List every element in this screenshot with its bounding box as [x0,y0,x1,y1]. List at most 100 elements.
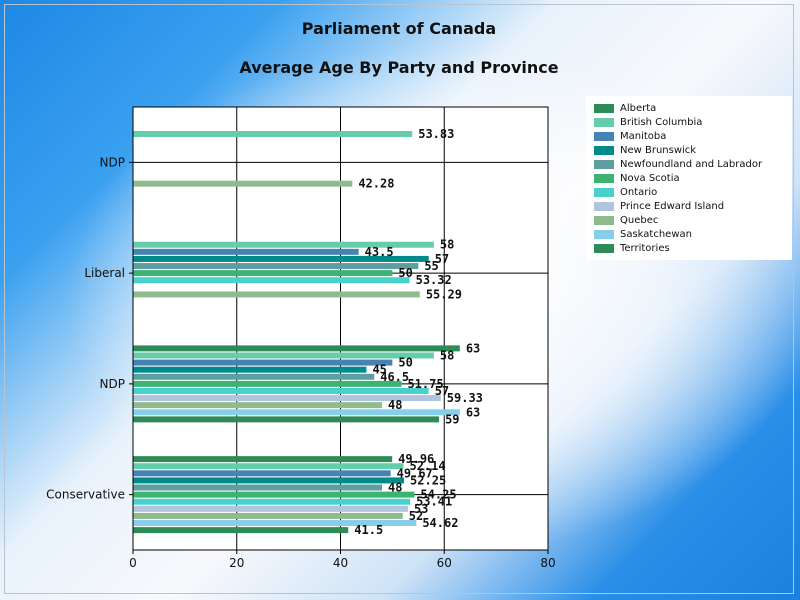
bar-value-label: 45 [372,363,386,377]
bar [133,470,391,477]
bar-value-label: 48 [388,398,402,412]
chart-subtitle: Average Age By Party and Province [239,58,559,77]
legend-label: Prince Edward Island [620,200,725,212]
bar [133,491,415,498]
axes: 0 20 40 60 80 Conservative NDP Liberal NDP [46,106,556,570]
legend-item: Quebec [594,213,792,227]
legend-item: Manitoba [594,129,792,143]
legend-swatch [594,229,614,239]
bar-value-label: 53.83 [418,127,454,141]
legend-item: Ontario [594,185,792,199]
bar-value-label: 52 [409,509,423,523]
bar-value-label: 51.75 [407,377,443,391]
plot-border [132,106,549,551]
bar [133,456,393,463]
legend-item: Territories [594,241,792,255]
x-tick-label: 20 [229,556,244,570]
legend-swatch [594,173,614,183]
bar-value-label: 48 [388,481,402,495]
x-tick-label: 0 [129,556,137,570]
bar [133,277,410,284]
bar [133,345,460,352]
bar [133,402,382,409]
bar [133,270,393,277]
bar [133,416,440,423]
x-tick-label: 60 [437,556,452,570]
bar [133,498,411,505]
bar [133,520,417,527]
legend-item: Alberta [594,101,792,115]
legend-label: Newfoundland and Labrador [620,158,763,170]
legend-swatch [594,131,614,141]
legend-label: New Brunswick [620,144,697,156]
bar-value-label: 55.29 [426,287,462,301]
bar [133,248,359,255]
legend-label: Saskatchewan [620,228,692,240]
bar-value-label: 43.5 [365,245,394,259]
bar-value-label: 58 [440,238,454,252]
bar-value-label: 59 [445,412,459,426]
legend: Alberta British Columbia Manitoba New Bruns… [586,96,792,260]
legend-label: Quebec [620,214,659,226]
bar [133,359,393,366]
bar-value-label: 41.5 [354,523,383,537]
bar [133,512,403,519]
bar-value-label: 52.14 [409,459,445,473]
legend-item: Nova Scotia [594,171,792,185]
legend-item: Newfoundland and Labrador [594,157,792,171]
legend-item: New Brunswick [594,143,792,157]
y-tick-label: Conservative [46,488,125,502]
legend-label: Territories [620,242,670,254]
bar-value-label: 63 [466,405,480,419]
y-tick-label: NDP [100,155,125,169]
legend-swatch [594,103,614,113]
bar [133,130,413,137]
bar-value-label: 54.62 [422,516,458,530]
bar [133,352,434,359]
legend-label: Ontario [620,186,658,198]
legend-label: Manitoba [620,130,667,142]
bar [133,380,402,387]
bar-value-label: 50 [398,356,412,370]
legend-item: Prince Edward Island [594,199,792,213]
legend-swatch [594,215,614,225]
bar [133,291,420,298]
bar [133,527,349,534]
bar-value-label: 53.32 [416,273,452,287]
bar [133,505,408,512]
bar [133,255,429,262]
bar-value-label: 52.25 [410,473,446,487]
bar [133,180,353,187]
bar [133,477,405,484]
chart-title: Parliament of Canada [301,19,497,38]
bar [133,366,367,373]
legend-swatch [594,117,614,127]
bar [133,395,441,402]
bar-value-label: 49.67 [397,466,433,480]
legend-label: Nova Scotia [620,172,680,184]
bar-value-label: 54.25 [420,488,456,502]
bars [133,130,460,534]
bar [133,241,434,248]
x-tick-label: 80 [540,556,555,570]
bar-value-label: 50 [398,266,412,280]
legend-item: Saskatchewan [594,227,792,241]
legend-swatch [594,187,614,197]
background-frame [4,4,794,594]
bar [133,409,460,416]
bar-value-label: 49.96 [398,452,434,466]
bar [133,387,429,394]
bar [133,263,419,270]
bar-value-label: 58 [440,348,454,362]
bar-value-label: 57 [435,252,449,266]
legend-swatch [594,201,614,211]
y-tick-label: Liberal [84,266,125,280]
bar-value-label: 42.28 [358,177,394,191]
legend-label: Alberta [620,102,657,114]
legend-swatch [594,243,614,253]
bar-value-label: 55 [424,259,438,273]
x-tick-label: 40 [333,556,348,570]
bar-value-label: 59.33 [447,391,483,405]
